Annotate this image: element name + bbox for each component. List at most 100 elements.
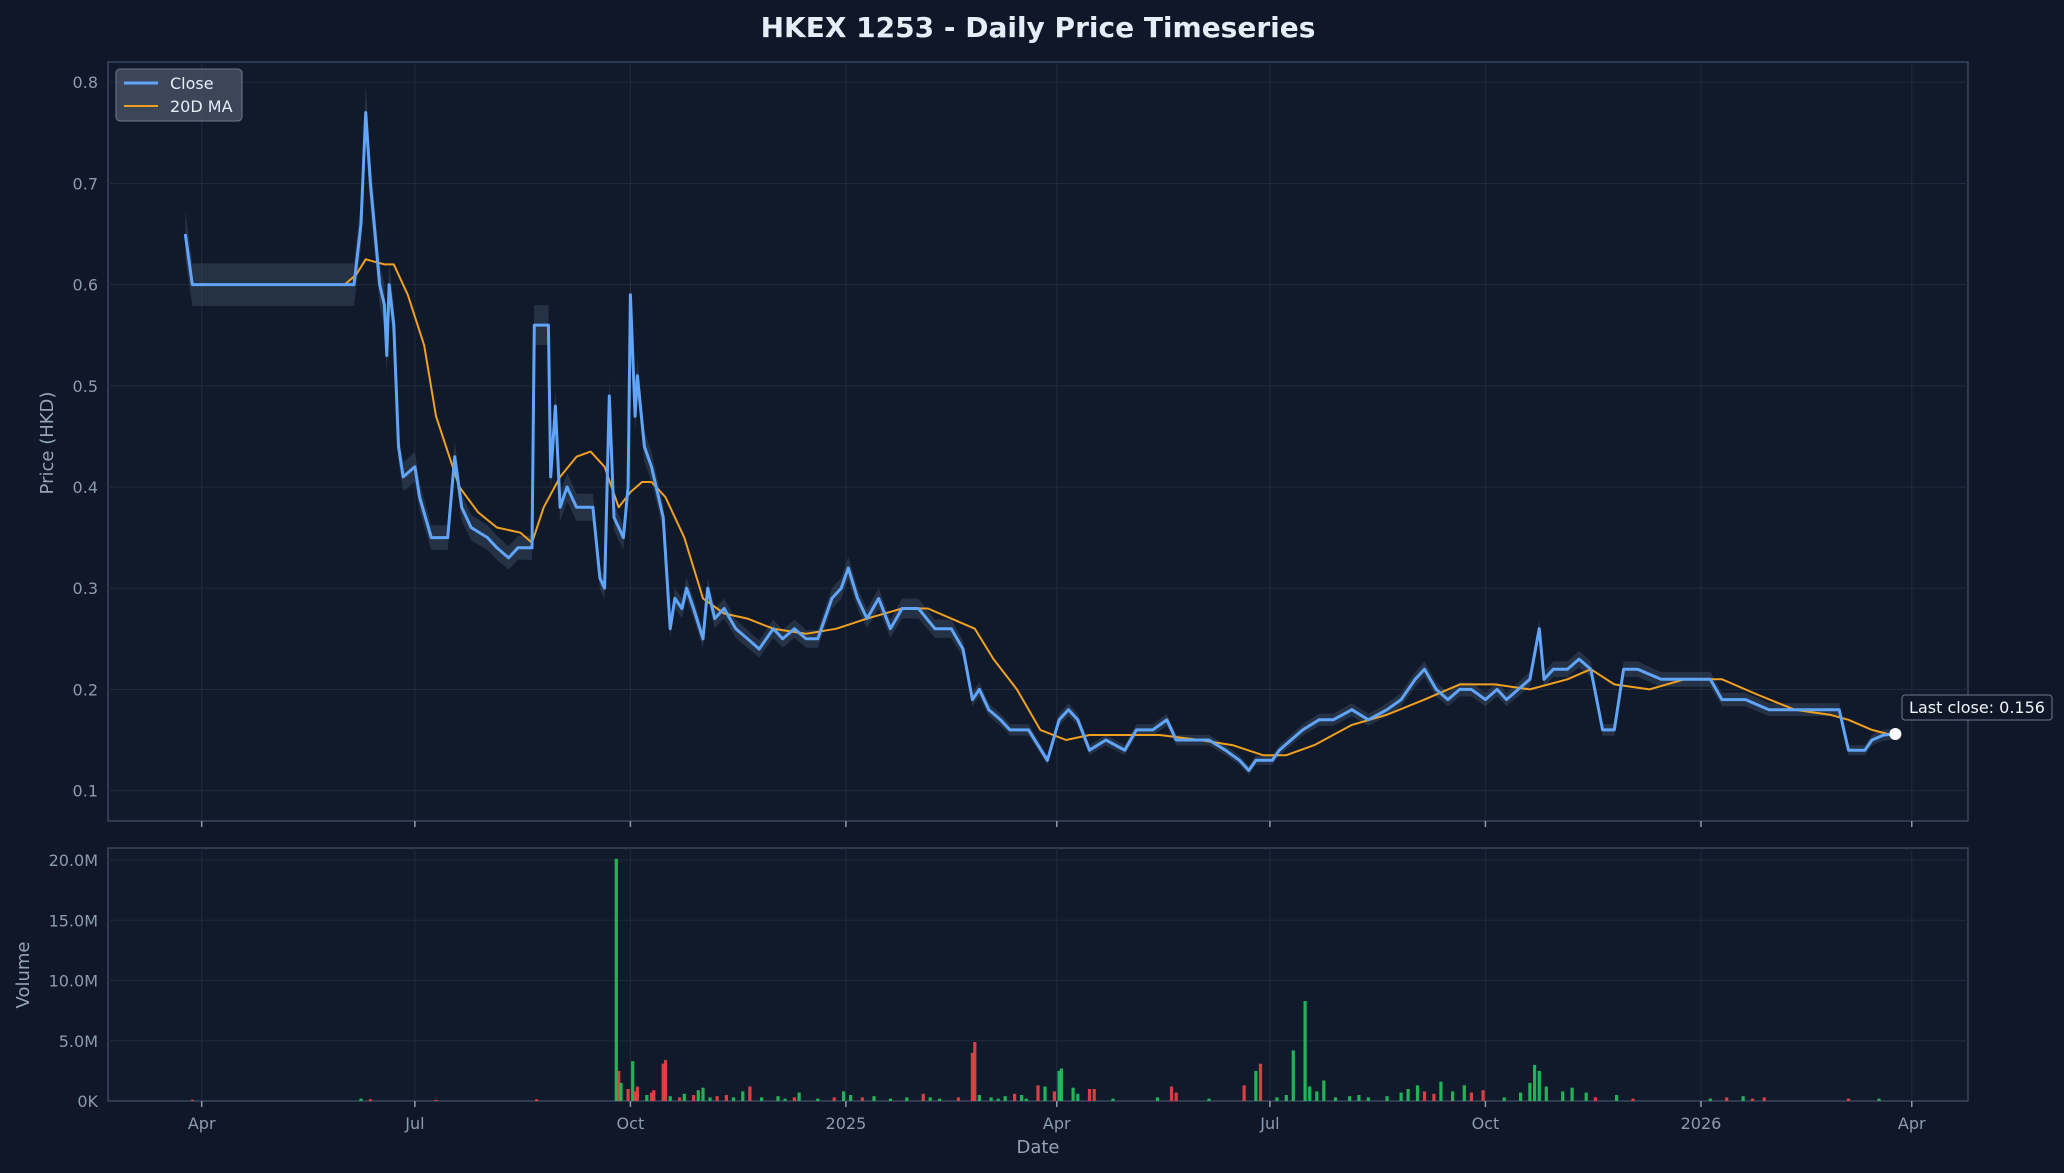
- volume-bar: [1469, 1092, 1473, 1101]
- volume-bar: [905, 1097, 909, 1101]
- x-tick-label: Apr: [1898, 1114, 1926, 1133]
- volume-bar: [635, 1086, 639, 1101]
- close-line: [183, 111, 1896, 772]
- volume-bar: [832, 1097, 836, 1101]
- volume-bar: [1258, 1063, 1263, 1101]
- close-band-area: [185, 85, 1896, 775]
- volume-bar: [1741, 1096, 1745, 1101]
- volume-bar: [842, 1091, 846, 1101]
- volume-bar: [1322, 1080, 1326, 1101]
- volume-bar: [701, 1087, 705, 1101]
- volume-bar: [938, 1098, 942, 1101]
- last-close-annotation: Last close: 0.156: [1901, 694, 2053, 721]
- price-y-tick-label: 0.8: [73, 73, 98, 92]
- price-y-tick-label: 0.2: [73, 680, 98, 699]
- volume-bar: [1544, 1086, 1548, 1101]
- volume-bar: [1303, 1001, 1307, 1101]
- x-tick-label: Oct: [617, 1114, 645, 1133]
- price-x-tick-marks: [200, 821, 1913, 827]
- volume-bar: [1615, 1095, 1619, 1101]
- volume-bar: [1537, 1070, 1541, 1101]
- volume-bar: [535, 1099, 539, 1101]
- last-close-marker: [1889, 727, 1902, 740]
- volume-bar: [1057, 1070, 1061, 1101]
- volume-bar: [1439, 1081, 1443, 1101]
- volume-bar: [797, 1092, 801, 1101]
- x-tick-label: Apr: [1043, 1114, 1071, 1133]
- volume-bar: [652, 1090, 656, 1101]
- price-y-tick-label: 0.6: [73, 276, 98, 295]
- volume-bar: [368, 1099, 372, 1101]
- x-tick-label: 2026: [1681, 1114, 1722, 1133]
- volume-bar: [649, 1092, 654, 1101]
- volume-bars: [190, 858, 1881, 1101]
- volume-bar: [973, 1042, 977, 1101]
- volume-bar: [1155, 1097, 1160, 1101]
- volume-bar: [1366, 1097, 1370, 1101]
- volume-bar: [1013, 1093, 1017, 1101]
- volume-bar: [678, 1097, 682, 1101]
- volume-bar: [1308, 1086, 1312, 1101]
- volume-bar: [1451, 1091, 1455, 1101]
- volume-bar: [1570, 1087, 1574, 1101]
- volume-bar: [921, 1093, 925, 1101]
- volume-panel: [107, 847, 1969, 1102]
- volume-bar: [661, 1063, 665, 1101]
- volume-bar: [956, 1097, 960, 1101]
- x-tick-label: Apr: [188, 1114, 216, 1133]
- volume-bar: [1593, 1097, 1598, 1101]
- price-series: [183, 111, 1902, 772]
- volume-bar: [434, 1099, 438, 1101]
- price-y-tick-label: 0.1: [73, 782, 98, 801]
- legend-ma-label: 20D MA: [170, 97, 233, 116]
- volume-bar: [1174, 1092, 1178, 1101]
- volume-grid: [108, 848, 1968, 1101]
- volume-bar: [970, 1052, 974, 1101]
- volume-bar: [1415, 1085, 1420, 1101]
- volume-bar: [977, 1095, 981, 1101]
- close-range-band: [185, 85, 1896, 775]
- volume-bar: [1207, 1098, 1211, 1101]
- volume-bar: [783, 1098, 787, 1101]
- volume-bar: [1284, 1095, 1288, 1101]
- volume-y-tick-label: 15.0M: [49, 911, 98, 930]
- volume-bar: [989, 1097, 993, 1101]
- volume-bar: [1422, 1091, 1427, 1101]
- price-y-tick-label: 0.7: [73, 174, 98, 193]
- volume-bar: [996, 1098, 1000, 1101]
- volume-x-ticks: Apr Jul Oct 2025 Apr Jul Oct 2026 Apr: [188, 1101, 1926, 1133]
- volume-bar: [1020, 1095, 1024, 1101]
- volume-y-tick-label: 10.0M: [49, 972, 98, 991]
- volume-bar: [792, 1097, 796, 1101]
- volume-bar: [715, 1096, 719, 1101]
- volume-bar: [1315, 1091, 1319, 1101]
- volume-bar: [1750, 1098, 1755, 1101]
- price-y-tick-label: 0.4: [73, 478, 98, 497]
- volume-bar: [860, 1097, 864, 1101]
- volume-y-tick-label: 20.0M: [49, 851, 98, 870]
- price-grid: [108, 62, 1968, 821]
- annotation-box: [1901, 694, 2053, 721]
- volume-bar: [1528, 1082, 1532, 1101]
- price-y-ticks: 0.1 0.2 0.3 0.4 0.5 0.6 0.7 0.8: [73, 73, 98, 800]
- volume-bar: [1357, 1095, 1361, 1101]
- volume-bar: [631, 1061, 635, 1101]
- volume-bar: [1254, 1070, 1258, 1101]
- volume-bar: [1291, 1050, 1295, 1101]
- volume-bar: [1631, 1098, 1635, 1101]
- volume-bar: [1877, 1098, 1881, 1101]
- volume-bar: [1169, 1086, 1174, 1101]
- volume-y-tick-label: 5.0M: [59, 1032, 98, 1051]
- volume-bar: [888, 1098, 892, 1101]
- volume-bar: [668, 1096, 672, 1101]
- volume-bar: [1432, 1093, 1436, 1101]
- x-axis-label: Date: [1016, 1137, 1059, 1158]
- volume-bar: [1111, 1098, 1115, 1101]
- volume-bar: [1399, 1092, 1403, 1101]
- volume-bar: [190, 1099, 194, 1101]
- volume-bar: [816, 1098, 820, 1101]
- volume-bar: [1725, 1097, 1729, 1101]
- volume-bar: [1043, 1086, 1047, 1101]
- volume-bar: [645, 1095, 649, 1101]
